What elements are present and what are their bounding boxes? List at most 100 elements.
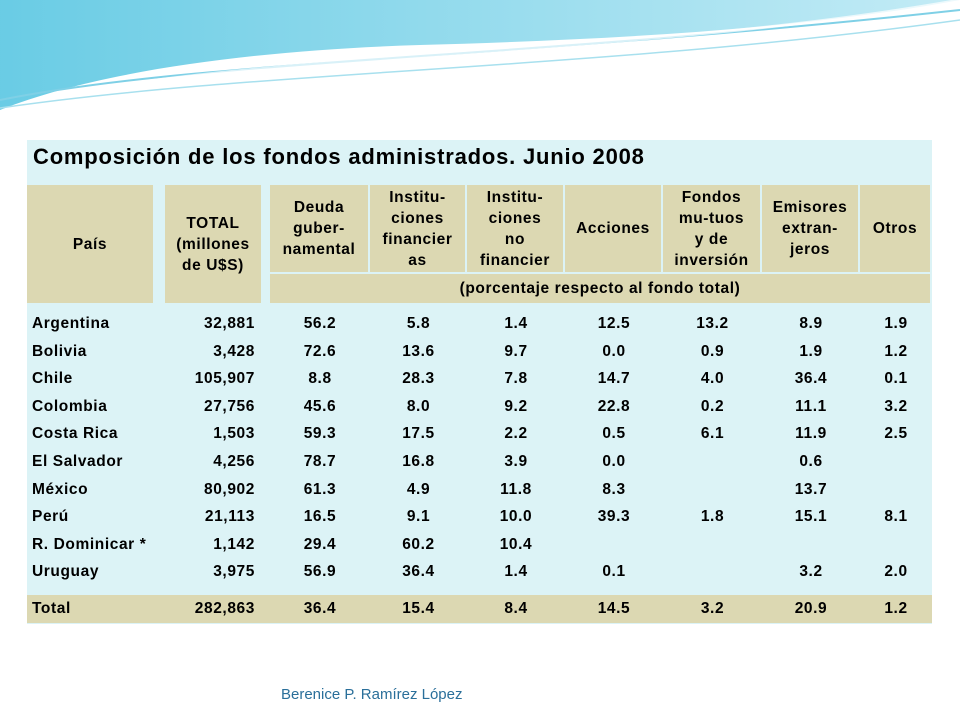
total-cell: 8.4 xyxy=(504,600,528,617)
table-cell: 8.9 xyxy=(799,315,823,332)
total-cell: 20.9 xyxy=(794,600,828,617)
table-cell: 39.3 xyxy=(597,508,631,526)
header-cell: Fondos mu-tuos y de inversión xyxy=(663,185,760,272)
author: Berenice P. Ramírez López xyxy=(281,686,463,703)
header-line: guber- xyxy=(293,220,345,237)
table-cell: 0.2 xyxy=(700,397,725,415)
table-cell: 1.4 xyxy=(504,315,528,332)
header-line: namental xyxy=(282,241,356,258)
header-line: Otros xyxy=(872,220,918,237)
table-cell: 8.1 xyxy=(884,508,908,526)
table-cell: 11.1 xyxy=(795,397,827,415)
table-cell: Argentina xyxy=(32,315,110,332)
table-cell: 13.2 xyxy=(696,315,729,332)
header-line: Institu- xyxy=(486,188,544,206)
table-cell: 3.9 xyxy=(504,453,528,470)
total-cell: 14.5 xyxy=(597,600,631,617)
table-cell: 13.6 xyxy=(402,342,435,360)
total-row-background xyxy=(27,595,932,623)
table-cell: 0.0 xyxy=(602,342,626,360)
table-cell: 3.2 xyxy=(884,397,908,415)
total-cell: 282,863 xyxy=(194,600,255,617)
table-cell: 11.9 xyxy=(795,425,827,443)
table-cell: 78.7 xyxy=(303,453,337,470)
table-cell: 3,975 xyxy=(213,563,255,581)
table-cell: R. Dominicar * xyxy=(32,535,147,553)
table-cell: 1.4 xyxy=(504,563,528,581)
table-cell: 2.5 xyxy=(884,425,908,443)
table-cell: 17.5 xyxy=(402,425,435,443)
header-line: no xyxy=(504,230,526,248)
table-cell: 36.4 xyxy=(402,563,435,581)
table-cell: 0.0 xyxy=(602,453,626,470)
table-cell: 7.8 xyxy=(504,370,528,388)
table-cell: 27,756 xyxy=(203,397,255,415)
header-line: Institu- xyxy=(389,188,446,206)
total-cell: 1.2 xyxy=(884,600,908,617)
table-cell: 0.6 xyxy=(799,453,823,470)
table-cell: 16.8 xyxy=(402,453,435,470)
header-line: Emisores xyxy=(772,199,848,216)
header-cell: Emisores extran-jeros xyxy=(762,185,858,272)
header-line: (millones xyxy=(176,235,250,253)
table-cell: 6.1 xyxy=(700,425,725,443)
table-cell: 61.3 xyxy=(303,480,337,498)
header-cell: País xyxy=(27,185,153,303)
header-line: mu-tuos xyxy=(678,209,745,227)
table-cell: 1,503 xyxy=(213,425,255,443)
table-cell: 105,907 xyxy=(194,370,255,388)
header-line: Fondos xyxy=(681,188,742,206)
decoration xyxy=(0,0,960,110)
table-cell: 29.4 xyxy=(303,535,337,553)
table-cell: 3.2 xyxy=(799,563,823,581)
header-cell: Institu-ciones no financier xyxy=(467,185,563,272)
header-line: jeros xyxy=(789,241,831,258)
table-cell: 16.5 xyxy=(303,508,337,526)
note: (porcentaje respecto al fondo total) xyxy=(270,274,930,303)
header-line: Deuda xyxy=(293,199,345,216)
table-cell: 8.0 xyxy=(406,397,431,415)
table-cell: 0.1 xyxy=(602,563,626,581)
header-line: ciones xyxy=(488,209,542,227)
table-cell: 9.1 xyxy=(406,508,431,526)
table-cell: 1.9 xyxy=(799,342,823,360)
table-cell: 2.0 xyxy=(884,563,908,581)
table-cell: Bolivia xyxy=(32,342,88,360)
total-cell: 3.2 xyxy=(700,600,725,617)
table-cell: 0.5 xyxy=(602,425,626,443)
header-line: ciones xyxy=(391,209,444,227)
table-cell: 80,902 xyxy=(203,480,255,498)
table-cell: 4.9 xyxy=(406,480,431,498)
header-line: as xyxy=(408,251,427,269)
table-cell: 10.4 xyxy=(499,535,533,553)
header-cell: Otros xyxy=(860,185,930,272)
table-cell: 14.7 xyxy=(597,370,631,388)
table-cell: 1,142 xyxy=(213,535,255,553)
table-cell: 0.1 xyxy=(884,370,908,388)
table-cell: 12.5 xyxy=(597,315,631,332)
header-cell: Acciones xyxy=(565,185,661,272)
table-cell: 56.9 xyxy=(303,563,337,581)
table-cell: 8.3 xyxy=(602,480,626,498)
table-cell: 1.2 xyxy=(884,342,908,360)
table-cell: 15.1 xyxy=(794,508,828,526)
header-line: inversión xyxy=(674,251,749,269)
total-cell: 36.4 xyxy=(303,600,337,617)
header-line: Acciones xyxy=(576,220,650,237)
header-line: de U$S) xyxy=(182,256,244,274)
table-cell: 36.4 xyxy=(794,370,828,388)
table-cell: Chile xyxy=(32,370,73,388)
header-cell: Deuda guber-namental xyxy=(270,185,368,272)
header-line: País xyxy=(72,235,108,253)
table-cell: 45.6 xyxy=(303,397,337,415)
header-line: financier xyxy=(479,251,550,269)
table-cell: 4,256 xyxy=(213,453,255,470)
header-line: TOTAL xyxy=(186,214,240,232)
table-cell: Colombia xyxy=(32,397,108,415)
table-cell: El Salvador xyxy=(32,453,124,470)
table-cell: 8.8 xyxy=(308,370,332,388)
table-cell: 9.7 xyxy=(504,342,528,360)
total-cell: 15.4 xyxy=(402,600,435,617)
table-cell: 1.8 xyxy=(700,508,725,526)
header-line: financier xyxy=(382,230,453,248)
